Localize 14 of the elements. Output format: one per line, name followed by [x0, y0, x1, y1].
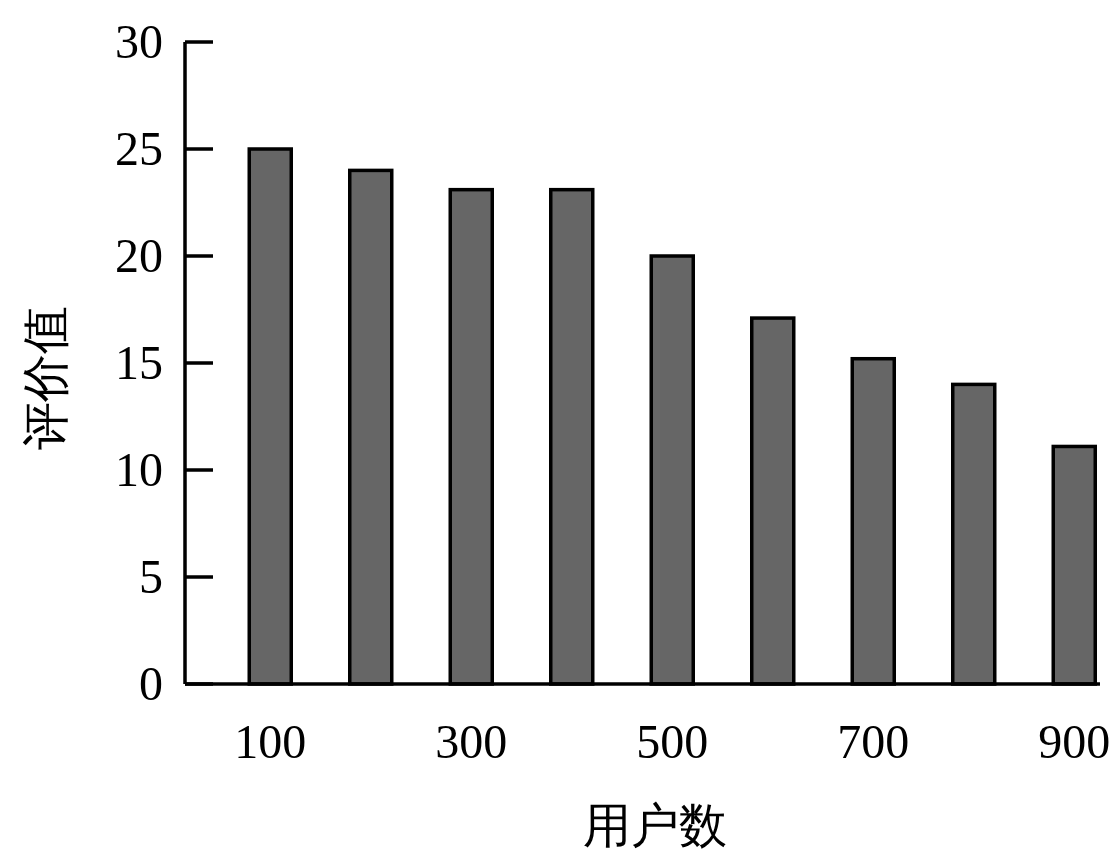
y-axis-title: 评价值 — [19, 306, 72, 450]
y-tick-label: 15 — [115, 336, 163, 389]
y-tick-label: 30 — [115, 15, 163, 68]
y-tick-label: 0 — [139, 657, 163, 710]
x-tick-label: 900 — [1038, 715, 1111, 768]
y-tick-label: 5 — [139, 550, 163, 603]
y-tick-label: 10 — [115, 443, 163, 496]
x-tick-label: 300 — [435, 715, 508, 768]
x-axis-title: 用户数 — [583, 799, 727, 852]
y-tick-label: 25 — [115, 122, 163, 175]
x-tick-label: 100 — [234, 715, 307, 768]
x-tick-label: 700 — [837, 715, 910, 768]
x-tick-label: 500 — [636, 715, 709, 768]
y-tick-label: 20 — [115, 229, 163, 282]
